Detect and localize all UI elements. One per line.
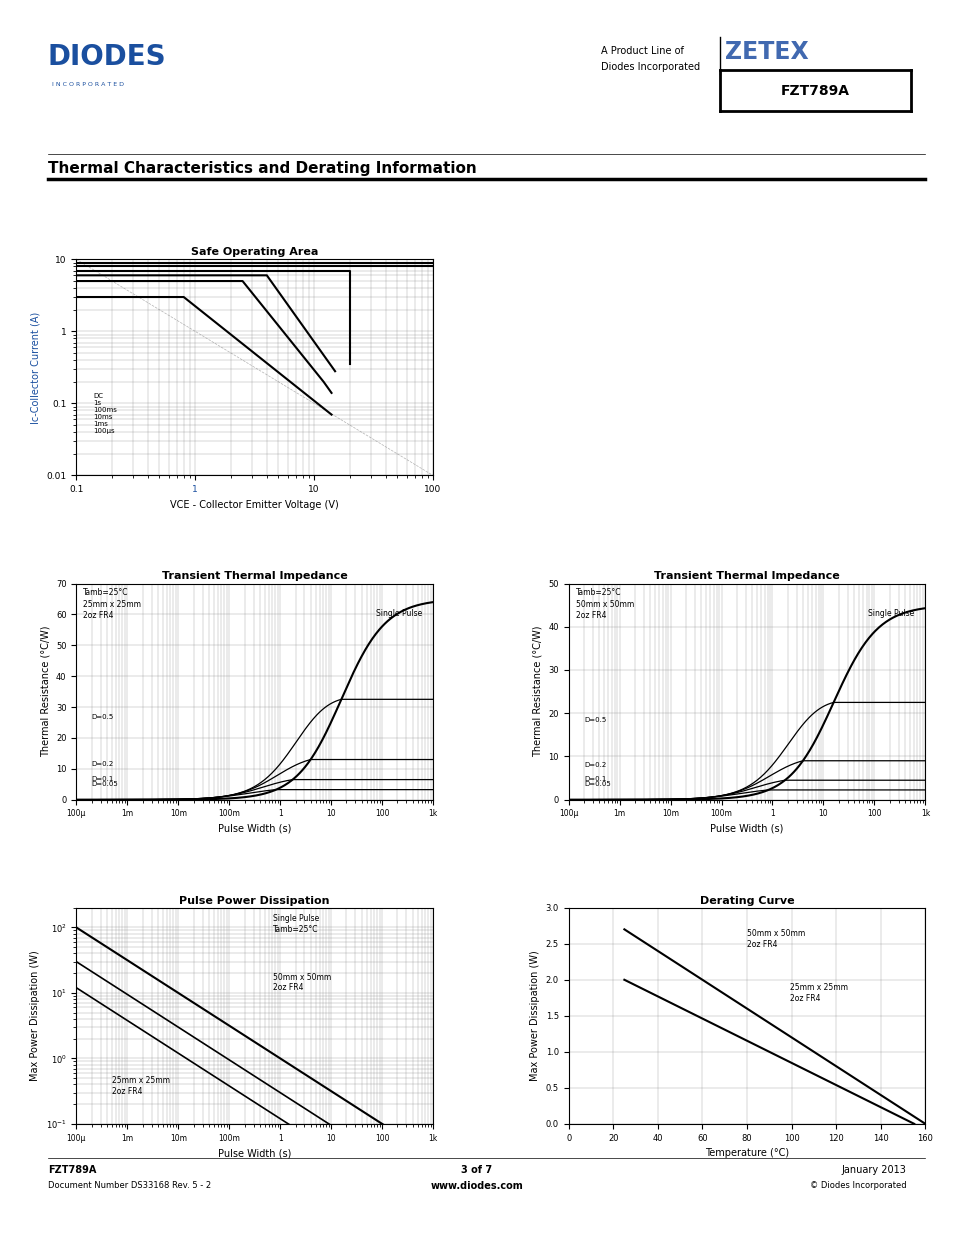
Y-axis label: Ic-Collector Current (A): Ic-Collector Current (A) (30, 311, 41, 424)
Text: 50mm x 50mm
2oz FR4: 50mm x 50mm 2oz FR4 (746, 929, 804, 948)
Text: ZETEX: ZETEX (724, 40, 808, 63)
Text: D=0.05: D=0.05 (91, 781, 118, 787)
Text: 25mm x 25mm
2oz FR4: 25mm x 25mm 2oz FR4 (112, 1077, 170, 1095)
X-axis label: Pulse Width (s): Pulse Width (s) (710, 824, 782, 834)
Text: D=0.1: D=0.1 (583, 777, 606, 782)
Text: D=0.5: D=0.5 (91, 714, 113, 720)
Text: FZT789A: FZT789A (48, 1165, 96, 1174)
Text: Single Pulse
Tamb=25°C: Single Pulse Tamb=25°C (273, 914, 318, 934)
Title: Pulse Power Dissipation: Pulse Power Dissipation (179, 895, 330, 905)
Text: DC
1s
100ms
10ms
1ms
100µs: DC 1s 100ms 10ms 1ms 100µs (93, 393, 117, 433)
Text: 50mm x 50mm
2oz FR4: 50mm x 50mm 2oz FR4 (273, 973, 331, 992)
Title: Transient Thermal Impedance: Transient Thermal Impedance (654, 572, 839, 582)
Y-axis label: Thermal Resistance (°C/W): Thermal Resistance (°C/W) (532, 626, 542, 757)
Text: D=0.05: D=0.05 (583, 781, 610, 787)
Text: I N C O R P O R A T E D: I N C O R P O R A T E D (52, 82, 124, 86)
Text: Tamb=25°C
25mm x 25mm
2oz FR4: Tamb=25°C 25mm x 25mm 2oz FR4 (83, 588, 141, 620)
Text: FZT789A: FZT789A (781, 84, 849, 98)
Text: A Product Line of: A Product Line of (600, 46, 683, 56)
Text: Single Pulse: Single Pulse (375, 609, 422, 619)
Text: D=0.1: D=0.1 (91, 776, 114, 782)
Text: Diodes Incorporated: Diodes Incorporated (600, 62, 700, 72)
Text: D=0.5: D=0.5 (583, 716, 605, 722)
Y-axis label: Max Power Dissipation (W): Max Power Dissipation (W) (530, 951, 539, 1081)
Text: 25mm x 25mm
2oz FR4: 25mm x 25mm 2oz FR4 (789, 983, 847, 1003)
Text: D=0.2: D=0.2 (583, 762, 605, 768)
Text: www.diodes.com: www.diodes.com (430, 1181, 523, 1191)
X-axis label: VCE - Collector Emitter Voltage (V): VCE - Collector Emitter Voltage (V) (171, 500, 338, 510)
Title: Safe Operating Area: Safe Operating Area (191, 247, 318, 257)
Title: Derating Curve: Derating Curve (699, 895, 794, 905)
Text: Single Pulse: Single Pulse (867, 609, 914, 619)
Y-axis label: Thermal Resistance (°C/W): Thermal Resistance (°C/W) (40, 626, 51, 757)
Text: D=0.2: D=0.2 (91, 761, 113, 767)
Text: DIODES: DIODES (48, 43, 166, 72)
Text: 3 of 7: 3 of 7 (461, 1165, 492, 1174)
X-axis label: Pulse Width (s): Pulse Width (s) (218, 1149, 291, 1158)
Text: Thermal Characteristics and Derating Information: Thermal Characteristics and Derating Inf… (48, 161, 476, 175)
Title: Transient Thermal Impedance: Transient Thermal Impedance (162, 572, 347, 582)
Text: January 2013: January 2013 (841, 1165, 905, 1174)
Text: Document Number DS33168 Rev. 5 - 2: Document Number DS33168 Rev. 5 - 2 (48, 1181, 211, 1189)
X-axis label: Temperature (°C): Temperature (°C) (704, 1149, 788, 1158)
Text: Tamb=25°C
50mm x 50mm
2oz FR4: Tamb=25°C 50mm x 50mm 2oz FR4 (576, 588, 634, 620)
Y-axis label: Max Power Dissipation (W): Max Power Dissipation (W) (30, 951, 40, 1081)
X-axis label: Pulse Width (s): Pulse Width (s) (218, 824, 291, 834)
Text: © Diodes Incorporated: © Diodes Incorporated (809, 1181, 905, 1189)
